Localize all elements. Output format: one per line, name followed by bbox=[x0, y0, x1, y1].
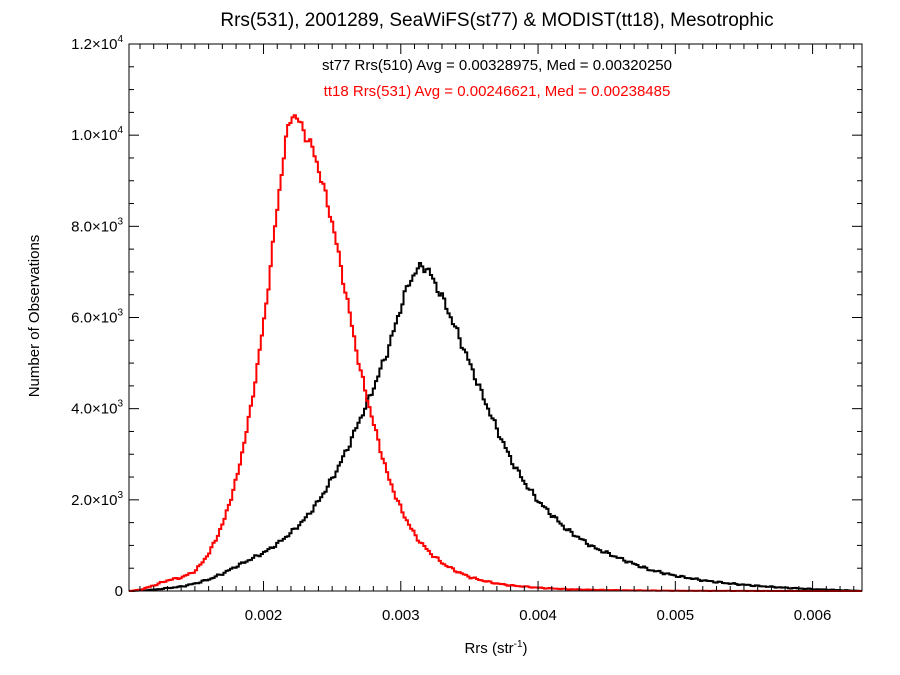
x-axis-label-superscript: -1 bbox=[514, 639, 523, 650]
y-tick-label-exponent: 3 bbox=[117, 308, 123, 319]
x-tick-label: 0.006 bbox=[794, 607, 832, 624]
series-line-st77 bbox=[129, 261, 862, 592]
x-tick-label: 0.003 bbox=[382, 607, 420, 624]
y-tick-label-base: 2.0×10 bbox=[71, 492, 117, 509]
y-tick-label: 2.0×103 bbox=[71, 490, 123, 509]
y-tick-label-exponent: 4 bbox=[117, 34, 123, 45]
y-tick-label-base: 0 bbox=[115, 583, 123, 600]
annotation-st77: st77 Rrs(510) Avg = 0.00328975, Med = 0.… bbox=[322, 57, 672, 74]
x-axis-label: Rrs (str-1) bbox=[464, 639, 527, 657]
y-tick-label-base: 8.0×10 bbox=[71, 218, 117, 235]
y-tick-label-base: 1.2×10 bbox=[71, 36, 117, 53]
x-tick-label: 0.005 bbox=[657, 607, 695, 624]
y-tick-label-base: 6.0×10 bbox=[71, 310, 117, 327]
chart-title: Rrs(531), 2001289, SeaWiFS(st77) & MODIS… bbox=[220, 10, 773, 31]
y-tick-label: 6.0×103 bbox=[71, 308, 123, 327]
y-tick-label-exponent: 4 bbox=[117, 125, 123, 136]
y-tick-label-exponent: 3 bbox=[117, 216, 123, 227]
series-layer bbox=[129, 114, 862, 592]
y-tick-label-exponent: 3 bbox=[117, 399, 123, 410]
y-tick-label: 0 bbox=[115, 583, 123, 600]
ticks-layer: 0.002 0.003 0.004 0.005 0.00602.0×1034.0×103… bbox=[71, 34, 862, 624]
x-tick-label: 0.004 bbox=[519, 607, 557, 624]
y-axis-label: Number of Observations bbox=[26, 235, 43, 398]
y-tick-label: 1.0×104 bbox=[71, 125, 123, 144]
x-axis-label-close: ) bbox=[523, 640, 528, 657]
y-tick-label-exponent: 3 bbox=[117, 490, 123, 501]
x-tick-label: 0.002 bbox=[245, 607, 283, 624]
x-axis-label-text: Rrs (str bbox=[464, 640, 513, 657]
series-line-tt18 bbox=[129, 114, 862, 592]
y-tick-label: 1.2×104 bbox=[71, 34, 123, 53]
y-tick-label: 8.0×103 bbox=[71, 216, 123, 235]
annotation-tt18: tt18 Rrs(531) Avg = 0.00246621, Med = 0.… bbox=[324, 83, 671, 100]
y-tick-label-base: 1.0×10 bbox=[71, 127, 117, 144]
plot-frame bbox=[128, 43, 863, 592]
y-tick-label: 4.0×103 bbox=[71, 399, 123, 418]
y-tick-label-base: 4.0×10 bbox=[71, 401, 117, 418]
